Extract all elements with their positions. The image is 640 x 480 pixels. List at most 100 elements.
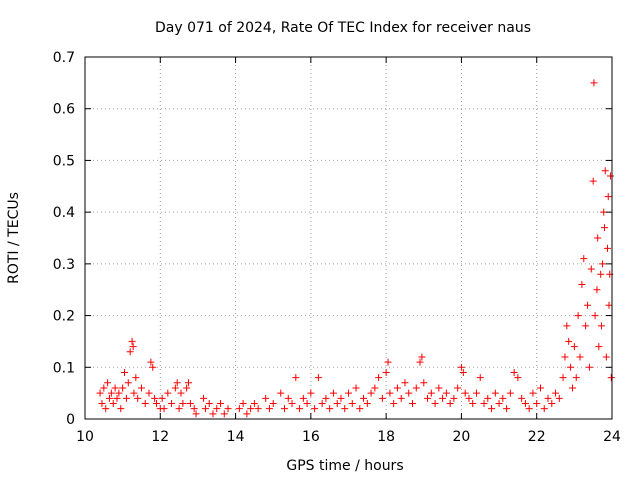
data-point <box>107 389 115 397</box>
data-point <box>132 374 140 382</box>
data-point <box>367 389 375 397</box>
data-point <box>488 405 496 413</box>
data-point <box>247 405 255 413</box>
data-point <box>119 384 127 392</box>
y-tick-label: 0.2 <box>53 309 75 325</box>
x-tick-label: 20 <box>453 429 471 445</box>
data-point <box>518 394 526 402</box>
data-point <box>521 399 529 407</box>
data-point <box>578 281 586 289</box>
data-point <box>503 405 511 413</box>
data-point <box>408 399 416 407</box>
data-point <box>129 343 137 351</box>
data-point <box>239 399 247 407</box>
data-point <box>563 322 571 330</box>
data-point <box>602 353 610 361</box>
data-point <box>420 379 428 387</box>
data-point <box>446 399 454 407</box>
data-point <box>326 405 334 413</box>
data-point <box>333 399 341 407</box>
x-tick-label: 24 <box>603 429 621 445</box>
data-point <box>277 389 285 397</box>
data-point <box>269 399 277 407</box>
data-point <box>604 193 612 201</box>
data-point <box>555 394 563 402</box>
data-point <box>104 379 112 387</box>
data-point <box>442 389 450 397</box>
data-point <box>322 394 330 402</box>
data-point <box>480 399 488 407</box>
data-point <box>559 374 567 382</box>
data-point <box>183 384 191 392</box>
data-point <box>363 399 371 407</box>
data-point <box>499 394 507 402</box>
data-point <box>209 410 217 418</box>
data-point <box>201 405 209 413</box>
data-point <box>153 399 161 407</box>
data-point <box>235 405 243 413</box>
data-point <box>495 399 503 407</box>
data-point <box>98 399 106 407</box>
data-point <box>514 374 522 382</box>
y-axis-label: ROTI / TECUs <box>6 192 22 284</box>
data-point <box>124 379 132 387</box>
data-point <box>121 368 129 376</box>
data-point <box>597 322 605 330</box>
data-point <box>469 399 477 407</box>
data-point <box>574 312 582 320</box>
data-point <box>137 384 145 392</box>
data-point <box>375 374 383 382</box>
data-point <box>329 389 337 397</box>
data-point <box>405 389 413 397</box>
data-point <box>454 384 462 392</box>
data-point <box>130 389 138 397</box>
data-point <box>465 394 473 402</box>
data-point <box>476 374 484 382</box>
data-point <box>484 394 492 402</box>
data-point <box>117 405 125 413</box>
data-point <box>250 399 258 407</box>
data-point <box>601 167 609 175</box>
data-point <box>390 399 398 407</box>
data-point <box>171 384 179 392</box>
data-point <box>572 374 580 382</box>
data-point <box>595 343 603 351</box>
data-point <box>151 394 159 402</box>
y-tick-label: 0.7 <box>53 50 75 66</box>
data-point <box>590 79 598 87</box>
x-tick-label: 18 <box>377 429 395 445</box>
data-point <box>307 389 315 397</box>
data-point <box>576 353 584 361</box>
data-point <box>450 394 458 402</box>
data-point <box>149 363 157 371</box>
data-point <box>580 255 588 263</box>
y-tick-label: 0.1 <box>53 360 75 376</box>
data-point <box>168 399 176 407</box>
data-point <box>122 394 130 402</box>
data-point <box>158 394 166 402</box>
data-point <box>570 343 578 351</box>
data-point <box>552 389 560 397</box>
data-point <box>431 399 439 407</box>
data-point <box>386 389 394 397</box>
data-point <box>145 389 153 397</box>
data-point <box>459 368 467 376</box>
data-point <box>318 399 326 407</box>
data-point <box>265 405 273 413</box>
data-point <box>299 394 307 402</box>
data-point <box>587 265 595 273</box>
data-point <box>288 399 296 407</box>
y-tick-label: 0 <box>66 412 75 428</box>
data-point <box>536 384 544 392</box>
data-point <box>292 374 300 382</box>
data-point <box>529 389 537 397</box>
data-point <box>105 394 113 402</box>
data-point <box>427 389 435 397</box>
data-point <box>589 177 597 185</box>
y-tick-label: 0.5 <box>53 153 75 169</box>
data-point <box>439 394 447 402</box>
x-tick-label: 14 <box>227 429 245 445</box>
data-point <box>582 322 590 330</box>
data-point <box>205 399 213 407</box>
